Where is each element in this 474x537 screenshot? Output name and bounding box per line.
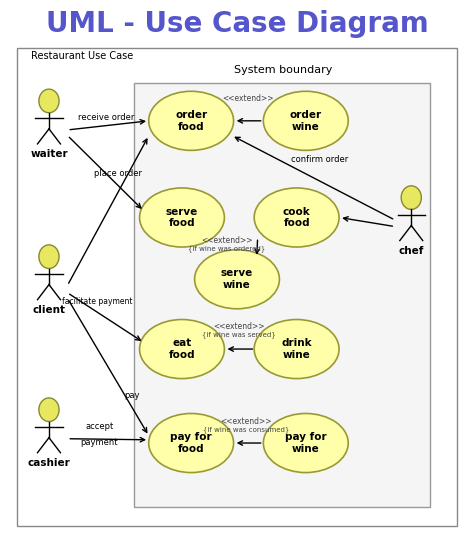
Text: drink
wine: drink wine bbox=[281, 338, 312, 360]
Text: confirm order: confirm order bbox=[291, 155, 348, 164]
Text: <<extend>>: <<extend>> bbox=[220, 417, 272, 426]
Text: {if wine was served}: {if wine was served} bbox=[202, 331, 276, 338]
Text: System boundary: System boundary bbox=[234, 65, 332, 75]
Ellipse shape bbox=[149, 413, 234, 473]
Text: accept: accept bbox=[85, 422, 114, 431]
Text: cashier: cashier bbox=[27, 458, 70, 468]
Text: facilitate payment: facilitate payment bbox=[62, 297, 132, 306]
Ellipse shape bbox=[264, 91, 348, 150]
Bar bbox=[17, 48, 457, 526]
Ellipse shape bbox=[139, 320, 224, 379]
Ellipse shape bbox=[149, 91, 234, 150]
Text: UML - Use Case Diagram: UML - Use Case Diagram bbox=[46, 10, 428, 38]
Text: payment: payment bbox=[81, 438, 118, 447]
Text: client: client bbox=[33, 305, 65, 315]
Text: waiter: waiter bbox=[30, 149, 68, 159]
Text: {if wine was consumed}: {if wine was consumed} bbox=[203, 426, 289, 433]
Text: receive order: receive order bbox=[78, 113, 135, 122]
Text: eat
food: eat food bbox=[169, 338, 195, 360]
Text: <<extend>>: <<extend>> bbox=[223, 94, 274, 103]
Text: pay for
food: pay for food bbox=[170, 432, 212, 454]
Text: serve
food: serve food bbox=[166, 207, 198, 228]
Text: order
food: order food bbox=[175, 110, 207, 132]
Ellipse shape bbox=[139, 188, 224, 247]
Text: serve
wine: serve wine bbox=[221, 268, 253, 290]
Ellipse shape bbox=[264, 413, 348, 473]
Text: chef: chef bbox=[399, 246, 424, 256]
Text: order
wine: order wine bbox=[290, 110, 322, 132]
Ellipse shape bbox=[254, 188, 339, 247]
Circle shape bbox=[39, 398, 59, 422]
Circle shape bbox=[401, 186, 421, 209]
Text: place order: place order bbox=[94, 169, 142, 178]
Text: pay for
wine: pay for wine bbox=[285, 432, 327, 454]
Circle shape bbox=[39, 245, 59, 268]
Text: {if wine was ordered}: {if wine was ordered} bbox=[188, 245, 265, 252]
Text: <<extend>>: <<extend>> bbox=[214, 322, 265, 331]
Circle shape bbox=[39, 89, 59, 113]
Text: cook
food: cook food bbox=[283, 207, 310, 228]
Text: Restaurant Use Case: Restaurant Use Case bbox=[31, 52, 133, 61]
Bar bbox=[134, 83, 429, 507]
Ellipse shape bbox=[195, 250, 279, 309]
Text: pay: pay bbox=[124, 391, 139, 400]
Ellipse shape bbox=[254, 320, 339, 379]
Text: <<extend>>: <<extend>> bbox=[201, 236, 253, 245]
